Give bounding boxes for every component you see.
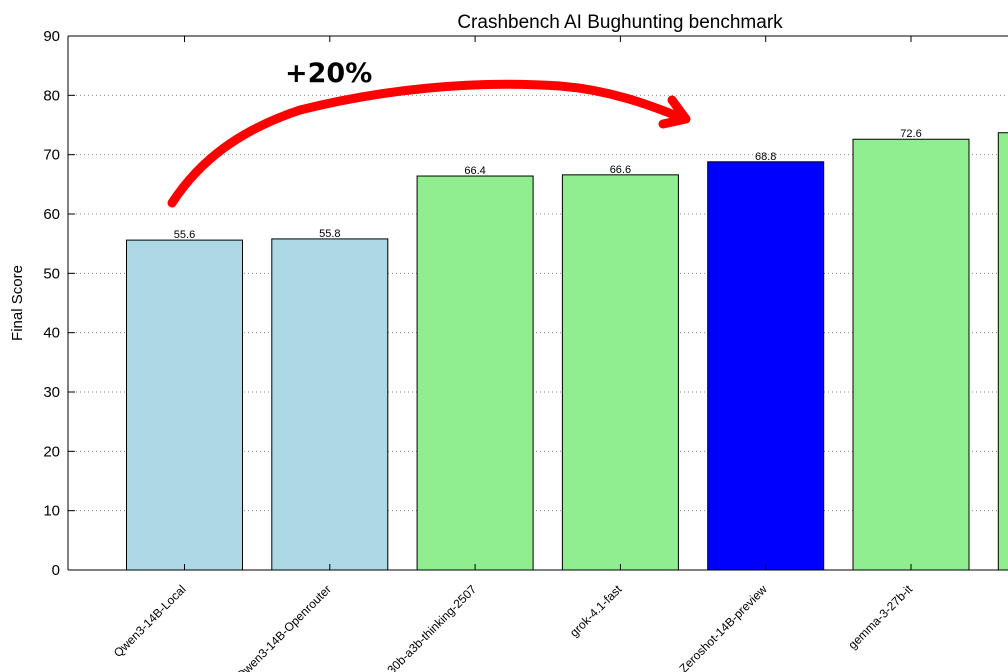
y-tick-label: 70 bbox=[43, 147, 60, 164]
annotation-text: +20% bbox=[285, 58, 372, 89]
annotation: +20% bbox=[167, 58, 691, 208]
bar bbox=[561, 174, 679, 571]
bar bbox=[126, 239, 243, 571]
y-tick-label: 30 bbox=[43, 384, 60, 401]
y-tick-label: 40 bbox=[43, 325, 60, 342]
y-ticks: 0 10 20 30 40 50 60 70 80 90 bbox=[43, 28, 75, 579]
annotation-arrow bbox=[167, 79, 687, 208]
x-tick-label: Zeroshot-14B-preview bbox=[676, 582, 770, 672]
y-tick-label: 90 bbox=[43, 28, 60, 45]
data-label: 66.6 bbox=[610, 164, 631, 176]
data-label: 55.8 bbox=[319, 228, 340, 240]
bar bbox=[271, 238, 389, 571]
x-tick-label: gemma-3-27b-it bbox=[845, 582, 915, 652]
bar bbox=[997, 132, 1008, 571]
axes bbox=[67, 35, 1008, 571]
bars bbox=[126, 132, 1008, 571]
y-tick-label: 80 bbox=[43, 87, 60, 104]
x-tick-label: Qwen3-14B-Openrouter bbox=[233, 582, 333, 672]
y-tick-label: 10 bbox=[43, 503, 60, 520]
bar bbox=[416, 175, 534, 571]
y-axis-label: Final Score bbox=[9, 265, 26, 341]
x-tick-label: grok-4.1-fast bbox=[567, 582, 625, 640]
data-label: 72.6 bbox=[900, 128, 921, 140]
y-tick-label: 20 bbox=[43, 443, 60, 460]
x-tick-label: Qwen3-14B-Local bbox=[111, 582, 189, 660]
data-label: 68.8 bbox=[755, 151, 776, 163]
data-labels: 55.6 55.8 66.4 66.6 68.8 72.6 bbox=[174, 128, 922, 241]
bar bbox=[852, 138, 970, 571]
x-tick-label: qwen3-30b-a3b-thinking-2507 bbox=[357, 582, 480, 672]
y-tick-label: 60 bbox=[43, 206, 60, 223]
data-label: 55.6 bbox=[174, 229, 195, 241]
y-tick-label: 50 bbox=[43, 265, 60, 282]
y-tick-label: 0 bbox=[52, 562, 60, 579]
chart-title: Crashbench AI Bughunting benchmark bbox=[457, 12, 783, 33]
bar bbox=[707, 161, 825, 571]
annotation-arrowhead bbox=[658, 95, 691, 129]
data-label: 66.4 bbox=[464, 165, 485, 177]
